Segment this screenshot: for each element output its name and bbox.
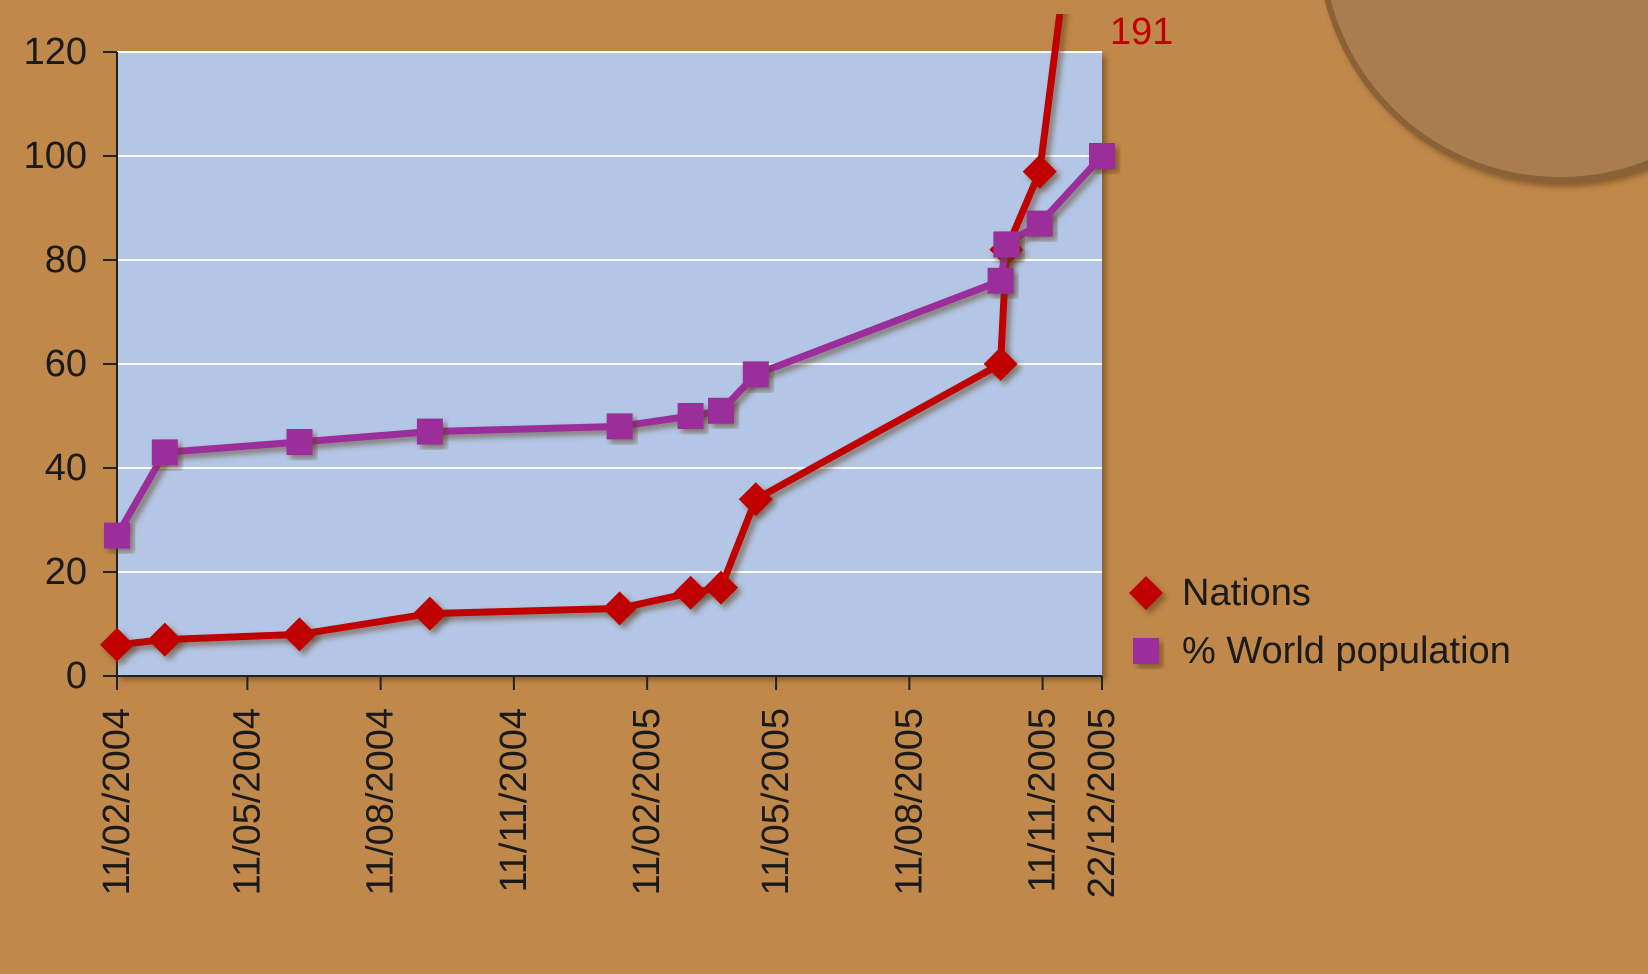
marker [607,413,633,439]
y-tick-label: 40 [45,447,87,489]
marker [152,439,178,465]
legend-label: % World population [1182,630,1511,672]
marker [417,419,443,445]
marker [104,523,130,549]
marker [1027,211,1053,237]
y-tick-label: 120 [24,31,87,73]
y-tick-label: 0 [66,655,87,697]
marker [287,429,313,455]
legend-marker [1133,638,1159,664]
x-tick-label: 11/08/2005 [888,708,930,895]
marker [993,231,1019,257]
y-tick-label: 80 [45,239,87,281]
x-tick-label: 11/11/2005 [1022,708,1064,893]
legend-label: Nations [1182,572,1311,614]
chart: 0 20 40 60 80 100 120 11/02/2004 11/05/2004 11/08… [0,0,1648,974]
marker [988,268,1014,294]
x-tick-label: 11/11/2004 [493,708,535,893]
y-tick-label: 60 [45,343,87,385]
marker [678,403,704,429]
marker [743,361,769,387]
y-tick-label: 20 [45,551,87,593]
x-tick-label: 11/05/2004 [226,708,268,895]
x-tick-label: 11/02/2004 [96,708,138,895]
x-tick-label: 11/02/2005 [626,708,668,895]
x-tick-label: 22/12/2005 [1081,708,1123,898]
data-label: 191 [1110,11,1173,53]
x-tick-label: 11/05/2005 [755,708,797,895]
page: 0 20 40 60 80 100 120 11/02/2004 11/05/2004 11/08… [0,0,1648,974]
marker [708,398,734,424]
y-tick-label: 100 [24,135,87,177]
x-tick-label: 11/08/2004 [360,708,402,895]
marker [1089,143,1115,169]
